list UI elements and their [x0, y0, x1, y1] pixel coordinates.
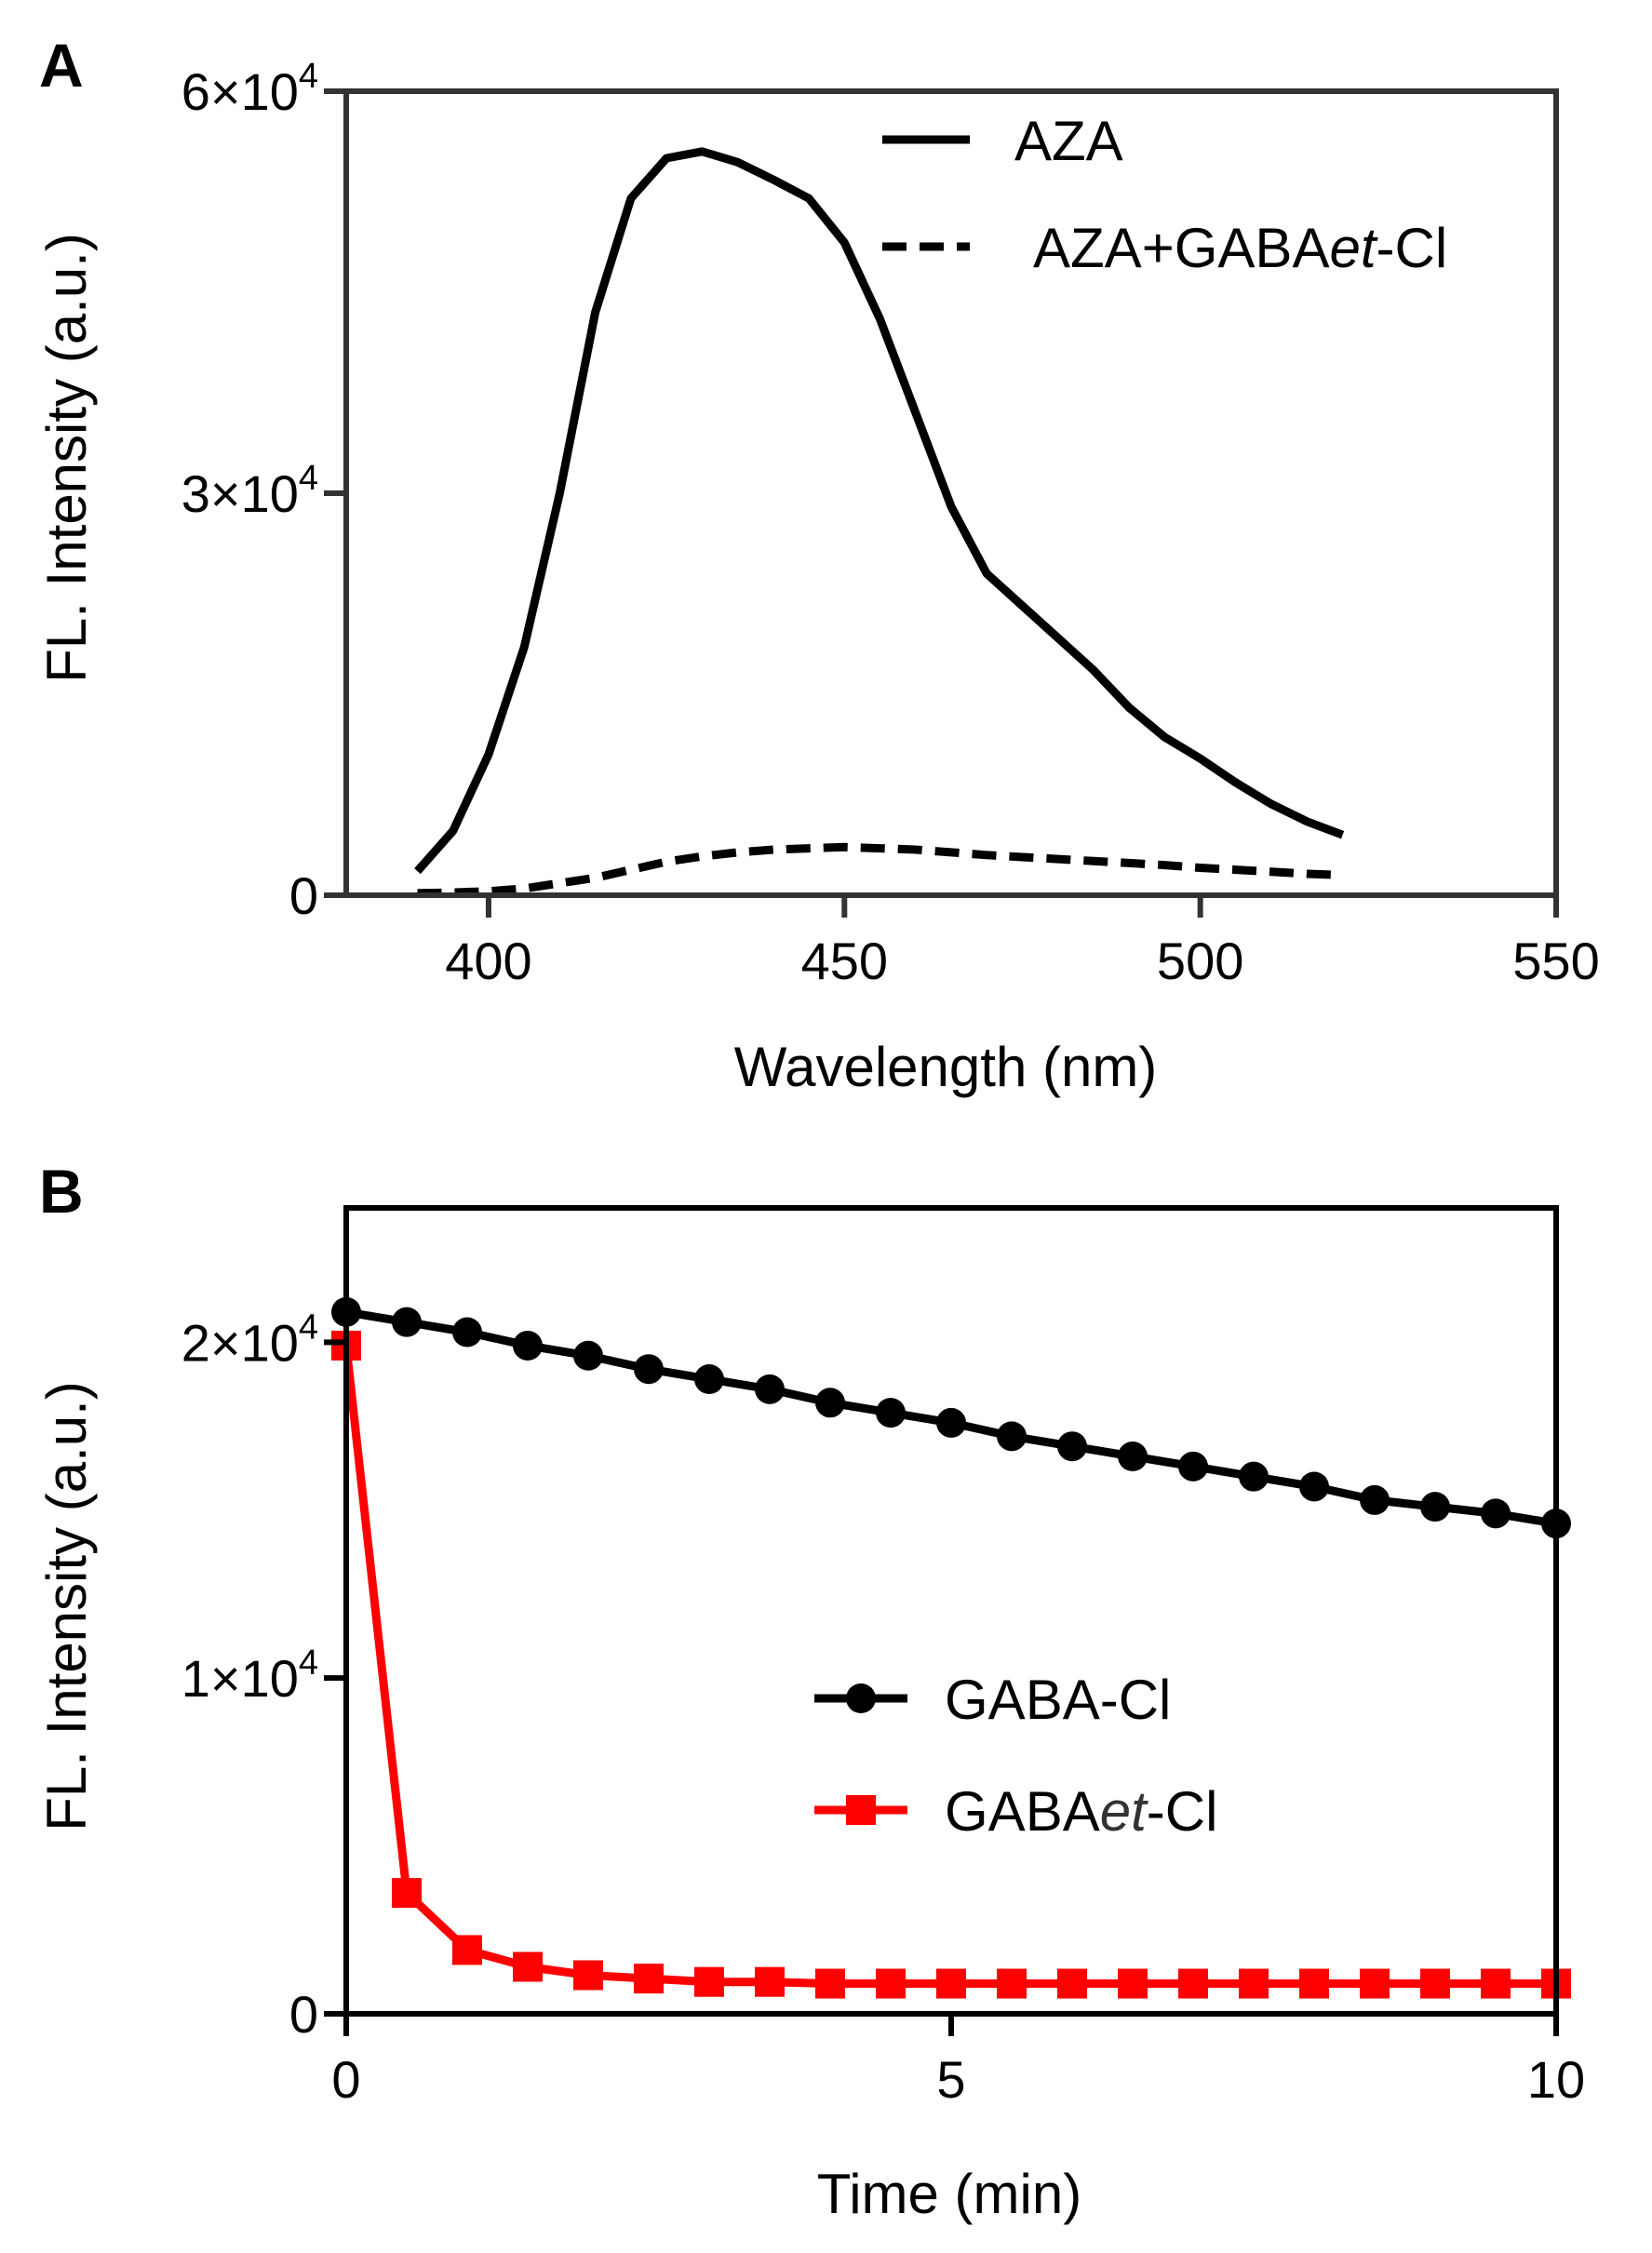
data-point-2: [1481, 1968, 1511, 1999]
data-point-1: [1239, 1461, 1269, 1492]
data-point-1: [936, 1407, 966, 1438]
data-point-1: [997, 1421, 1027, 1452]
panel-a-letter: A: [39, 31, 84, 100]
data-point-2: [876, 1968, 906, 1999]
data-point-2: [1360, 1968, 1390, 1999]
data-point-2: [513, 1951, 543, 1982]
data-point-2: [755, 1966, 785, 1997]
series-line-2: [342, 1345, 1556, 1988]
legend-label-aza-gabaet-cl: AZA+GABAet-Cl: [1033, 217, 1447, 279]
data-point-1: [1299, 1471, 1329, 1502]
x-tick-label: 400: [445, 932, 531, 990]
y-tick-label: 2×104: [181, 1308, 318, 1372]
data-point-2: [1239, 1968, 1269, 1999]
data-point-2: [573, 1960, 603, 1991]
x-tick-label: 550: [1512, 932, 1599, 990]
series-line-1: [414, 147, 1345, 875]
panel-a-y-axis-title: FL. Intensity (a.u.): [35, 233, 98, 683]
data-point-2: [634, 1964, 664, 1994]
data-point-1: [573, 1340, 603, 1371]
data-point-1: [815, 1388, 845, 1418]
legend-label-aza: AZA: [1014, 110, 1123, 172]
data-point-2: [392, 1878, 422, 1909]
data-point-1: [513, 1330, 543, 1361]
y-tick-label: 0: [289, 1985, 318, 2044]
data-point-1: [694, 1364, 724, 1395]
data-point-1: [1481, 1498, 1511, 1529]
panel-a-x-axis-title: Wavelength (nm): [734, 1036, 1158, 1098]
panel-a-series: [414, 147, 1345, 898]
x-tick-label: 5: [936, 2050, 965, 2109]
y-tick-label: 3×104: [181, 459, 318, 523]
panel-b-plot-frame: [343, 1205, 1559, 2017]
data-point-1: [755, 1374, 785, 1404]
data-point-2: [1299, 1968, 1329, 1999]
panel-b-y-ticks: 0 1×104 2×104: [181, 1308, 346, 2044]
data-point-1: [392, 1307, 422, 1337]
panel-a-plot-frame: [343, 88, 1559, 898]
data-point-2: [452, 1935, 482, 1965]
data-point-2: [997, 1968, 1027, 1999]
legend-label-gaba-cl: GABA-Cl: [945, 1669, 1171, 1731]
data-point-1: [452, 1317, 482, 1348]
data-point-2: [1178, 1968, 1208, 1999]
panel-a: A 400 450 500 550 0 3×104 6×104 Wavelength (n…: [35, 31, 1600, 1098]
data-point-1: [1420, 1492, 1450, 1522]
panel-a-y-ticks: 0 3×104 6×104: [181, 57, 346, 925]
x-tick-label: 450: [801, 932, 888, 990]
x-tick-label: 0: [331, 2050, 360, 2109]
data-point-1: [1118, 1442, 1148, 1472]
data-point-1: [1360, 1484, 1390, 1515]
legend-marker-gabaet-cl: [846, 1795, 876, 1825]
panel-a-x-ticks: 400 450 500 550: [445, 895, 1600, 990]
data-point-2: [1118, 1968, 1148, 1999]
legend-marker-gaba-cl: [846, 1683, 876, 1713]
data-point-2: [936, 1968, 966, 1999]
data-point-2: [815, 1968, 845, 1999]
panel-b-y-axis-title: FL. Intensity (a.u.): [35, 1381, 98, 1831]
y-tick-label: 1×104: [181, 1643, 318, 1708]
panel-b-x-ticks: 0 5 10: [331, 2014, 1585, 2109]
panel-b-letter: B: [39, 1157, 84, 1226]
y-tick-label: 6×104: [181, 57, 318, 121]
data-point-2: [1057, 1968, 1087, 1999]
panel-b-x-axis-title: Time (min): [817, 2163, 1081, 2225]
panel-b-series: [331, 1296, 1571, 1999]
panel-a-legend: AZA AZA+GABAet-Cl: [882, 110, 1447, 279]
data-point-1: [1178, 1451, 1208, 1482]
x-tick-label: 10: [1527, 2050, 1585, 2109]
panel-b-legend: GABA-Cl GABAet-Cl: [814, 1669, 1217, 1843]
data-point-2: [694, 1966, 724, 1997]
panel-b: B 0 5 10 0 1×104 2×104 Time (min) FL. Intens…: [35, 1157, 1585, 2225]
data-point-1: [876, 1398, 906, 1428]
data-point-1: [634, 1354, 664, 1385]
legend-label-gabaet-cl: GABAet-Cl: [945, 1780, 1217, 1843]
x-tick-label: 500: [1157, 932, 1243, 990]
series-line-2: [417, 842, 1343, 898]
y-tick-label: 0: [289, 866, 318, 925]
data-point-1: [1057, 1431, 1087, 1462]
data-point-2: [1420, 1968, 1450, 1999]
